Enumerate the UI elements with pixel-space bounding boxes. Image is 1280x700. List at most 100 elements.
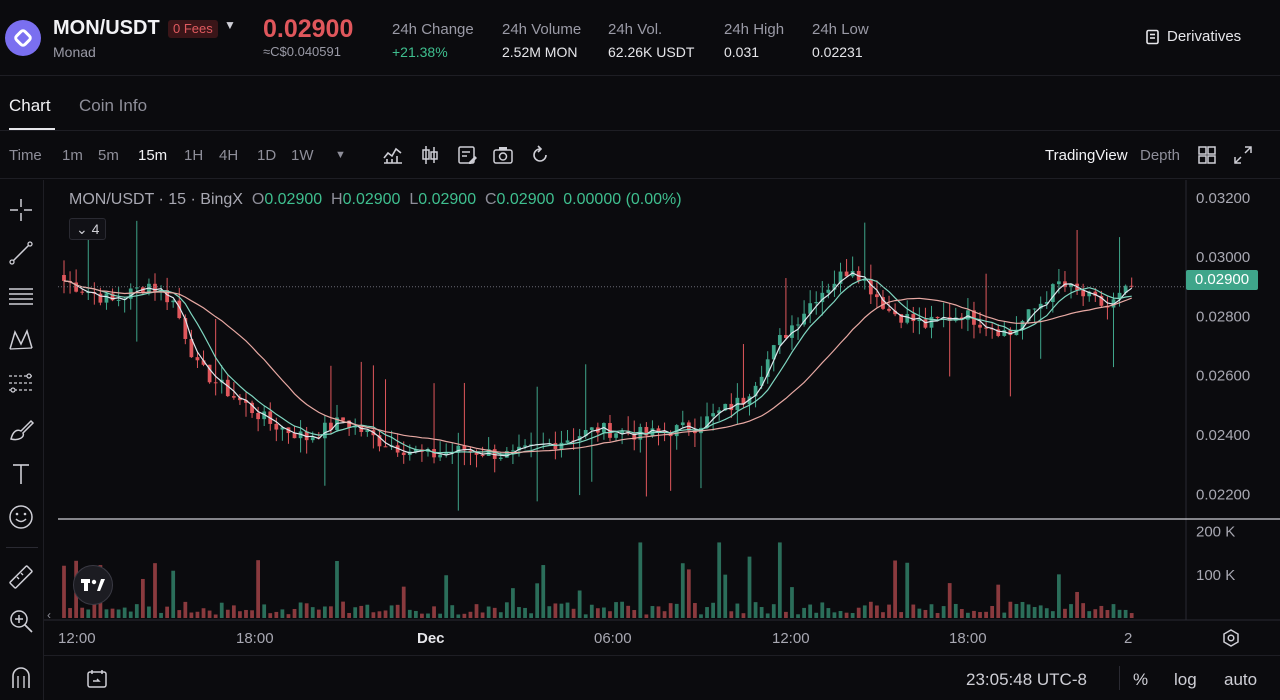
pattern-icon[interactable] (7, 326, 35, 354)
timeframe-1w[interactable]: 1W (291, 147, 314, 164)
timeframe-time[interactable]: Time (9, 147, 42, 164)
volume-bar (468, 611, 473, 618)
candle-body (935, 316, 940, 319)
volume-bar (602, 607, 606, 618)
depth-mode-button[interactable]: Depth (1140, 147, 1181, 164)
camera-icon[interactable] (492, 144, 514, 166)
volume-bar (329, 606, 333, 618)
candle-body (292, 433, 297, 439)
candlestick-chart[interactable]: 0.03200 0.03000 0.02800 0.02600 0.02400 0.022… (44, 180, 1280, 655)
candle-body (1129, 285, 1134, 287)
volume-bar (213, 614, 218, 618)
volume-bar (990, 605, 995, 618)
stat-24h-high: 24h High 0.031 (724, 21, 784, 60)
indicator-count: 4 (91, 221, 100, 237)
tradingview-logo-icon[interactable] (73, 565, 113, 605)
timeframe-5m[interactable]: 5m (98, 147, 119, 164)
log-scale-toggle[interactable]: log (1174, 670, 1197, 689)
stat-value: +21.38% (392, 44, 448, 60)
candle-body (705, 416, 709, 428)
volume-bar (426, 613, 430, 618)
candle-body (116, 299, 121, 301)
reset-icon[interactable] (529, 144, 551, 166)
volume-bar (686, 569, 691, 618)
volume-bar (304, 603, 309, 618)
timeframe-4h[interactable]: 4H (219, 147, 239, 164)
horizontal-lines-icon[interactable] (7, 282, 35, 310)
candle-body (899, 314, 904, 323)
candle-body (729, 403, 734, 411)
chart-area[interactable]: 0.03200 0.03000 0.02800 0.02600 0.02400 0.022… (44, 180, 1280, 655)
candle-body (565, 440, 570, 443)
tradingview-mode-button[interactable]: TradingView (1045, 147, 1128, 164)
candle-body (395, 445, 400, 453)
indicators-collapse-button[interactable]: ⌄ 4 (69, 218, 107, 240)
candle-body (195, 357, 200, 361)
candle-body (177, 300, 182, 319)
pair-selector[interactable]: MON/USDT (53, 17, 160, 39)
timeframe-1h[interactable]: 1H (184, 147, 204, 164)
chart-settings-icon[interactable] (1221, 628, 1241, 648)
timeframe-15m[interactable]: 15m (138, 147, 168, 164)
timeframe-1m[interactable]: 1m (62, 147, 83, 164)
crosshair-icon[interactable] (7, 196, 35, 224)
volume-bar (347, 613, 352, 618)
timeframe-1d[interactable]: 1D (257, 147, 277, 164)
auto-scale-toggle[interactable]: auto (1224, 670, 1258, 689)
candle-body (814, 302, 819, 304)
volume-bar (280, 609, 285, 618)
stat-label: 24h Low (812, 21, 869, 38)
derivatives-button[interactable]: Derivatives (1145, 28, 1241, 45)
candle-body (656, 428, 661, 432)
timeframe-more-caret-icon[interactable]: ▼ (335, 149, 346, 161)
volume-tick-label: 100 K (1196, 567, 1235, 584)
brush-icon[interactable] (7, 415, 35, 443)
magnet-icon[interactable] (7, 662, 35, 690)
template-icon[interactable] (456, 144, 478, 166)
legend-open: 0.02900 (264, 191, 323, 208)
stat-label: 24h High (724, 21, 785, 38)
volume-bar (856, 607, 861, 618)
indicators-icon[interactable] (382, 144, 404, 166)
candle-type-icon[interactable] (419, 144, 441, 166)
scroll-left-icon[interactable]: ‹ (47, 608, 51, 622)
legend-change: 0.00000 (0.00%) (563, 191, 682, 208)
candle-body (159, 290, 163, 293)
tab-chart[interactable]: Chart (9, 96, 51, 115)
candle-body (322, 422, 327, 439)
candle-body (844, 271, 849, 277)
price-tick-label: 0.02600 (1196, 368, 1250, 385)
fullscreen-icon[interactable] (1232, 144, 1254, 166)
volume-bar (504, 602, 509, 618)
percent-scale-toggle[interactable]: % (1133, 670, 1149, 689)
trend-line-icon[interactable] (7, 239, 35, 267)
candle-body (693, 430, 697, 434)
volume-bar (765, 613, 770, 618)
candle-body (189, 338, 194, 358)
volume-bar (929, 604, 934, 618)
volume-bar (231, 605, 236, 618)
candle-body (644, 426, 649, 436)
volume-bar (1038, 605, 1043, 618)
volume-bar (171, 570, 176, 618)
emoji-icon[interactable] (7, 503, 35, 531)
date-range-icon[interactable] (86, 668, 108, 690)
layout-grid-icon[interactable] (1196, 144, 1218, 166)
candle-body (231, 396, 236, 398)
chart-bottom-bar: 23:05:48 UTC-8 % log auto (44, 655, 1280, 700)
volume-bar (238, 611, 242, 618)
time-tick-label: 18:00 (236, 630, 274, 647)
fib-retracement-icon[interactable] (7, 370, 35, 398)
legend-low: 0.02900 (418, 191, 477, 208)
ruler-icon[interactable] (7, 563, 35, 591)
caret-down-icon[interactable]: ▼ (224, 18, 236, 32)
zoom-in-icon[interactable] (7, 607, 35, 635)
volume-bar (286, 614, 291, 618)
volume-bar (1008, 601, 1013, 618)
tab-coin-info[interactable]: Coin Info (79, 96, 148, 115)
candle-body (201, 360, 206, 365)
text-tool-icon[interactable] (7, 460, 35, 488)
candle-body (1026, 309, 1031, 321)
candle-body (456, 445, 461, 453)
clock[interactable]: 23:05:48 UTC-8 (966, 670, 1087, 689)
